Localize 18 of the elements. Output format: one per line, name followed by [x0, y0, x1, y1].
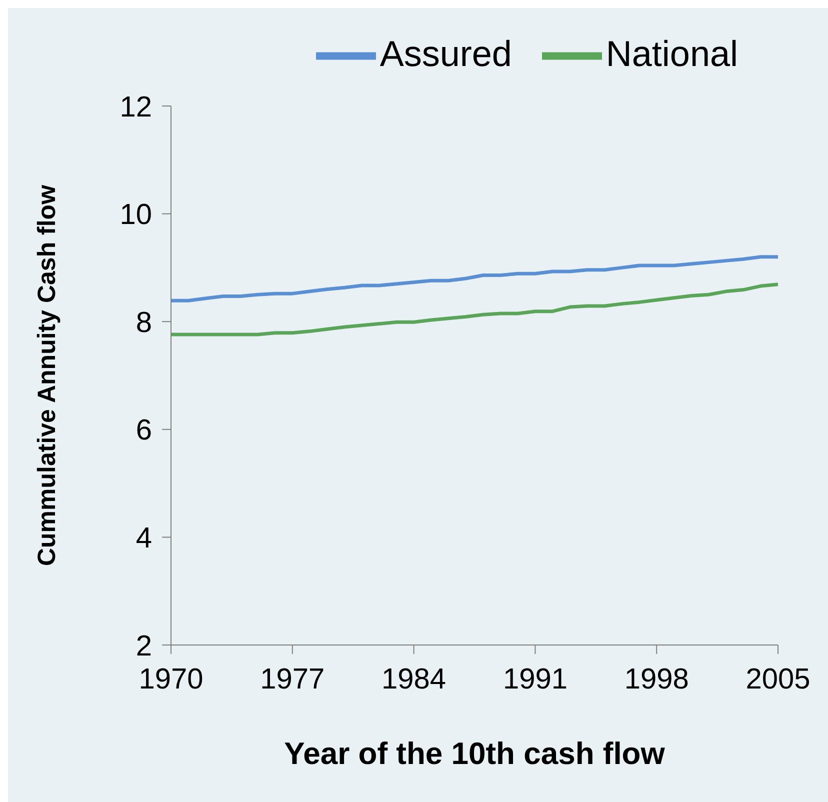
- x-axis-title: Year of the 10th cash flow: [284, 736, 666, 771]
- y-tick-label: 8: [136, 306, 152, 339]
- y-tick-label: 2: [136, 630, 152, 662]
- x-tick-label: 1984: [382, 664, 446, 696]
- x-tick-label: 1998: [624, 664, 689, 696]
- legend-label: National: [606, 32, 738, 74]
- x-tick-label: 2005: [746, 664, 810, 696]
- y-tick-label: 6: [136, 414, 152, 447]
- y-axis-title: Cummulative Annuity Cash flow: [32, 184, 61, 566]
- line-series: [171, 282, 778, 336]
- x-tick-label: 1977: [260, 664, 325, 696]
- y-tick-label: 4: [136, 522, 152, 554]
- x-tick-label: 1970: [138, 664, 204, 696]
- x-tick-label: 1991: [502, 664, 568, 696]
- y-tick-label: 10: [120, 199, 152, 232]
- legend-label: Assured: [380, 32, 512, 74]
- y-tick-label: 12: [120, 91, 152, 124]
- line-series: [171, 255, 778, 302]
